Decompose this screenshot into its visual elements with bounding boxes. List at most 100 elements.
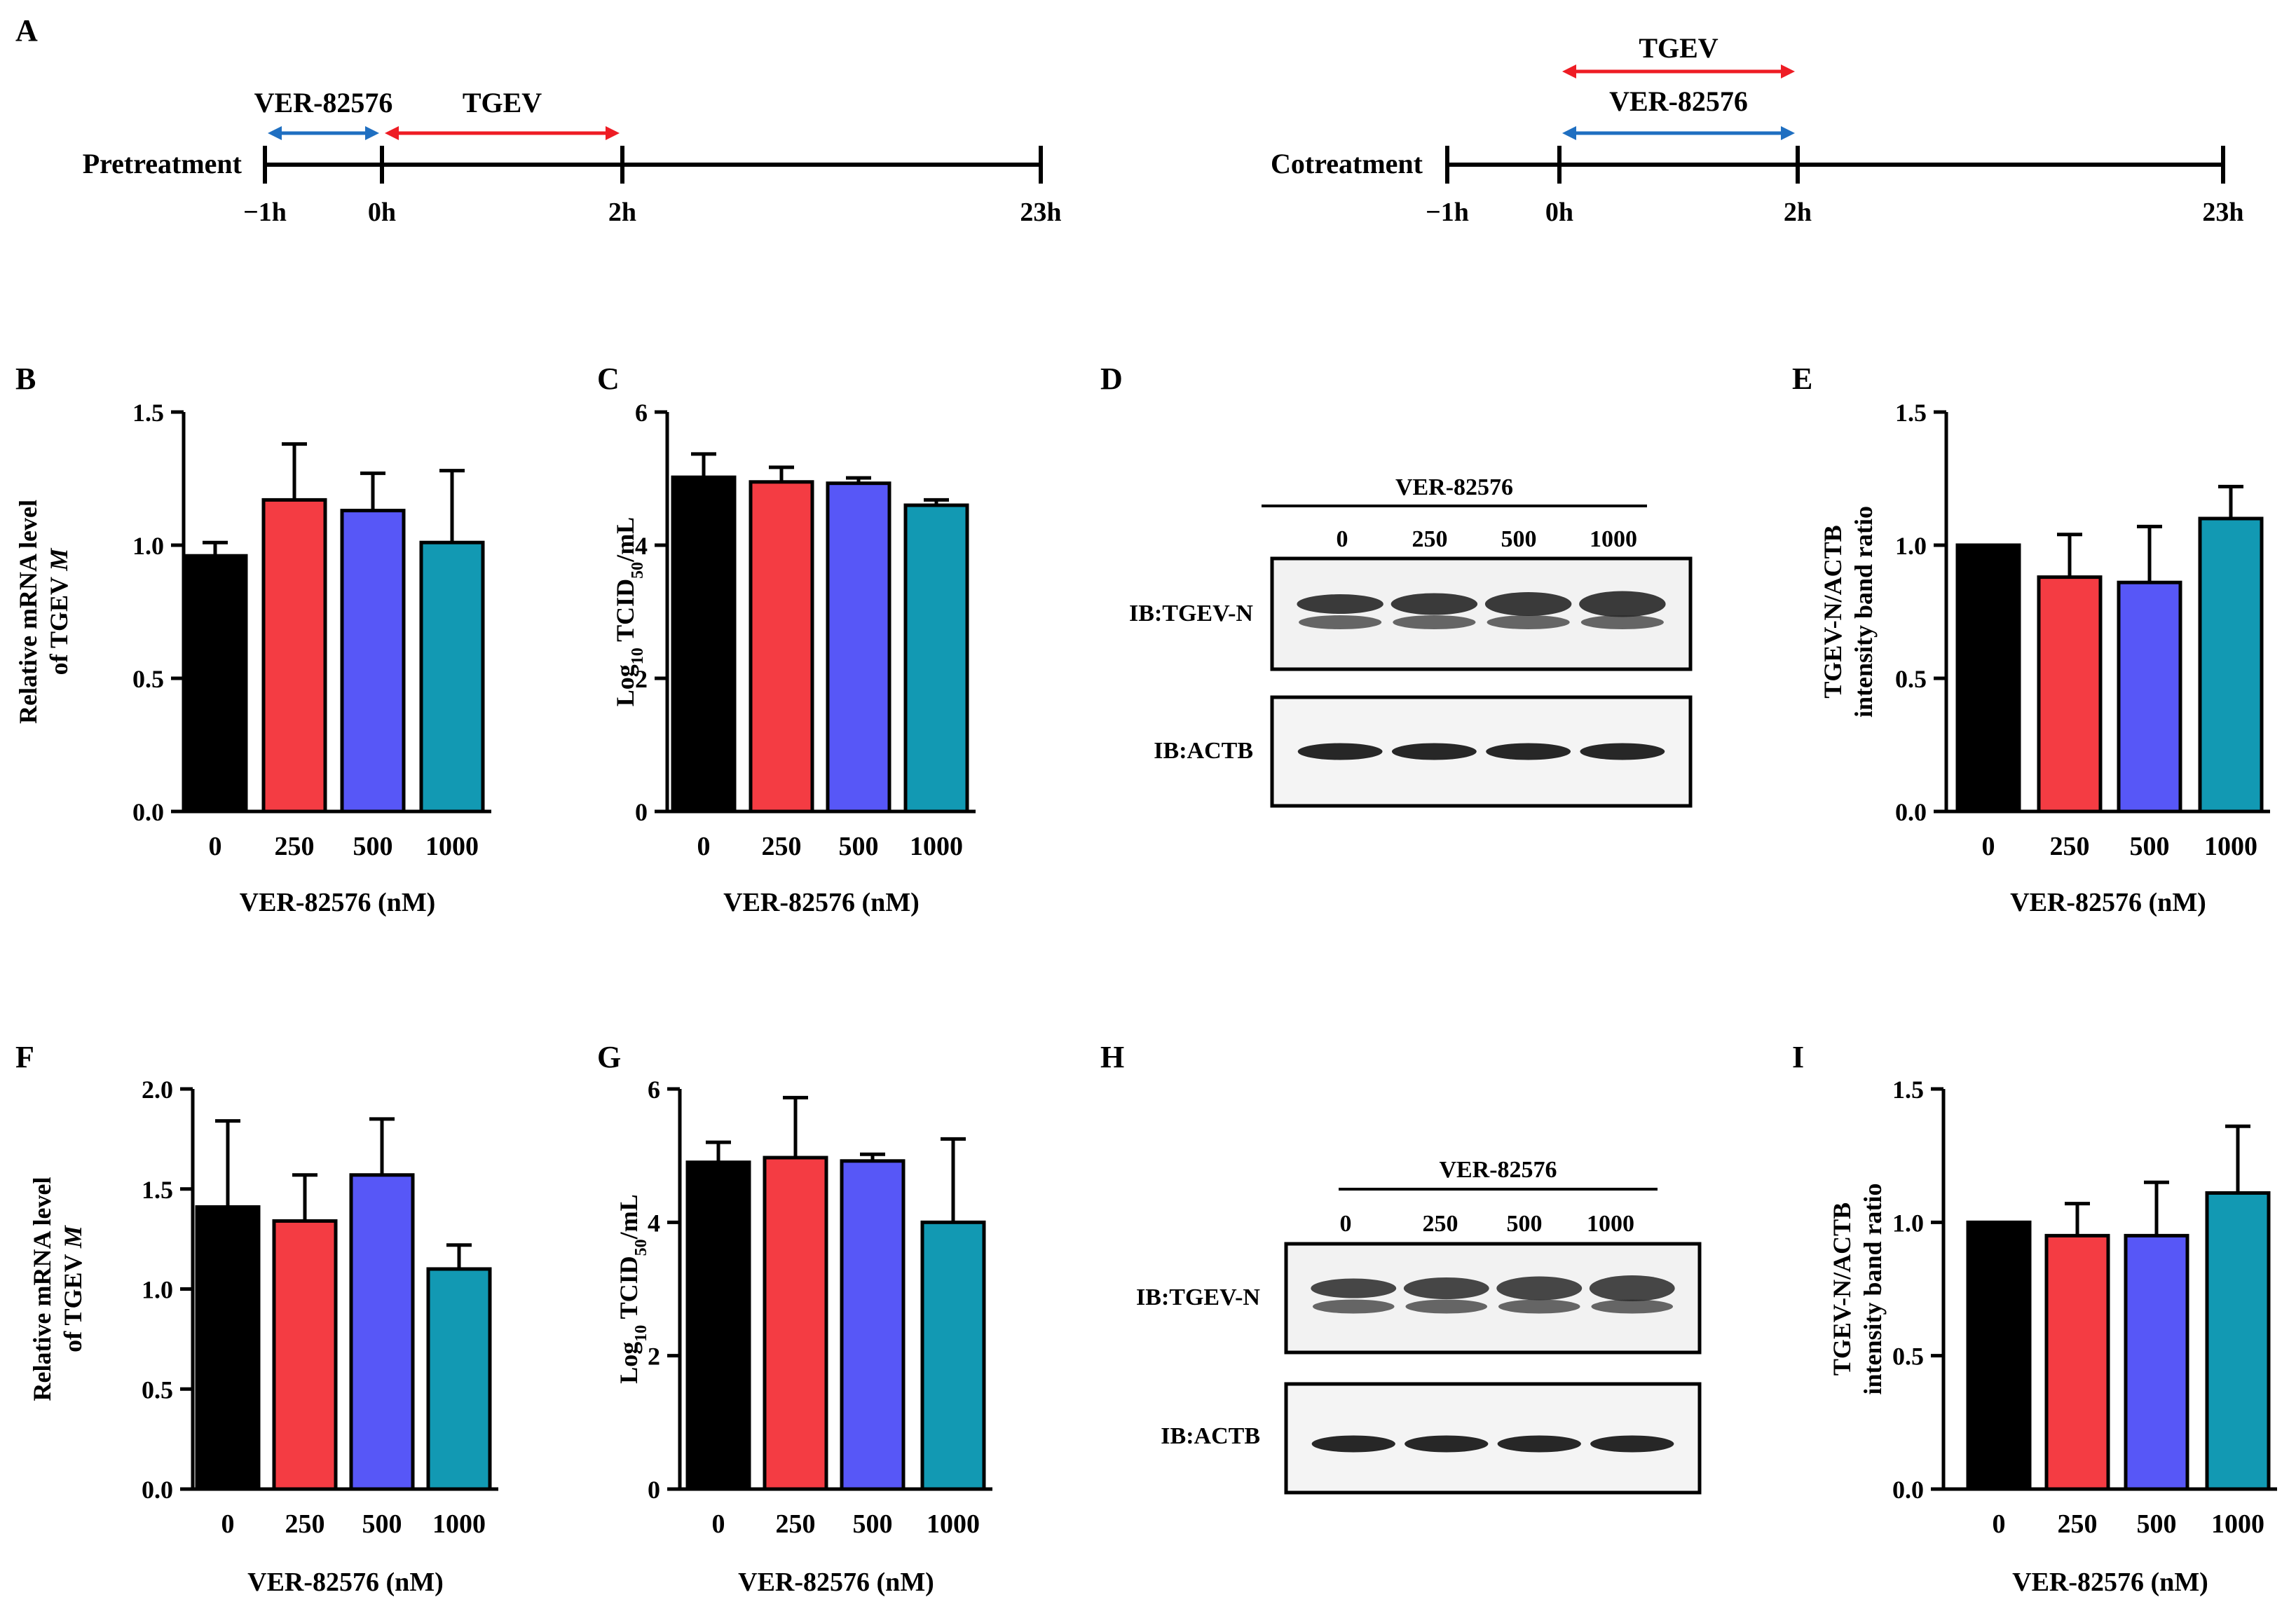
x-tick-label: 250 (275, 832, 315, 861)
y-tick-label: 0.5 (142, 1376, 173, 1404)
x-axis-label: VER-82576 (nM) (240, 888, 436, 917)
x-axis-label: VER-82576 (nM) (738, 1568, 934, 1597)
y-tick-label: 1.5 (132, 399, 164, 427)
band-tgev-n-upper (1297, 594, 1383, 614)
y-tick-label: 2 (648, 1343, 660, 1371)
x-axis-label: VER-82576 (nM) (247, 1568, 444, 1597)
y-tick-label: 0.5 (1892, 1343, 1924, 1371)
bar-250 (261, 498, 327, 814)
y-axis-label: TGEV-N/ACTB intensity band ratio (1819, 506, 1878, 718)
y-axis-label-line1: Relative mRNA level (14, 500, 42, 724)
panel-label-d: D (1100, 362, 1123, 396)
y-axis-label-line2: of TGEV M (45, 547, 73, 676)
x-tick-label: 0 (1982, 832, 1995, 861)
y-tick-label: 1.0 (1895, 532, 1927, 560)
x-tick-label: 0 (712, 1509, 725, 1539)
band-tgev-n-lower (1405, 1299, 1488, 1314)
bar-500 (349, 1173, 415, 1491)
bar-0 (685, 1160, 751, 1491)
arrow-tgev-head-right (606, 126, 620, 140)
x-tick-label: 1000 (425, 832, 479, 861)
y-tick-label: 1.0 (142, 1276, 173, 1304)
y-axis-label: Log10 TCID50/mL (611, 517, 647, 706)
timeline-tick-label: 2h (608, 198, 636, 227)
bar-0 (182, 554, 248, 814)
bar-1000 (426, 1267, 492, 1491)
timeline-label: Cotreatment (1271, 148, 1423, 179)
band-tgev-n-lower (1312, 1299, 1395, 1314)
y-tick-label: 2.0 (142, 1076, 173, 1104)
y-axis-label-line2: of TGEV M (59, 1224, 87, 1352)
bar-250 (749, 480, 814, 814)
x-tick-label: 0 (1993, 1509, 2006, 1539)
timeline-label: Pretreatment (83, 148, 242, 179)
x-axis-label: VER-82576 (nM) (2012, 1568, 2208, 1597)
y-axis-label-line1: TGEV-N/ACTB (1819, 525, 1847, 698)
x-tick-label: 250 (2050, 832, 2090, 861)
blot-lane-label: 250 (1423, 1211, 1458, 1237)
band-actb (1497, 1435, 1581, 1453)
timeline-tick-label: −1h (1426, 198, 1469, 227)
blot-lane-label: 1000 (1587, 1211, 1634, 1237)
blot-lane-label: 0 (1337, 526, 1348, 552)
y-tick-label: 6 (648, 1076, 660, 1104)
panel-label-a: A (15, 13, 38, 48)
band-actb (1580, 743, 1665, 760)
bar-250 (272, 1219, 338, 1491)
x-tick-label: 0 (697, 832, 711, 861)
bar-500 (2124, 1233, 2189, 1491)
band-actb (1297, 743, 1383, 760)
y-tick-label: 4 (648, 1209, 660, 1237)
timeline-tick-label: 23h (1020, 198, 1061, 227)
blot-lane-label: 250 (1412, 526, 1448, 552)
band-actb (1311, 1435, 1395, 1453)
bar-250 (763, 1156, 828, 1491)
arrow-ver-82576-head-left (268, 126, 282, 140)
y-axis-label-line2: intensity band ratio (1859, 1183, 1887, 1394)
blot-lane-label: 500 (1501, 526, 1537, 552)
x-tick-label: 1000 (2204, 832, 2257, 861)
y-tick-label: 0.0 (132, 798, 164, 826)
y-tick-label: 0.0 (142, 1476, 173, 1504)
timeline-cotreatment: Cotreatment−1h 0h 2h 23h TGEV VER-82576 (1271, 32, 2244, 227)
x-tick-label: 1000 (432, 1509, 486, 1539)
band-tgev-n-upper (1403, 1277, 1489, 1299)
y-axis-label-text: Log10 TCID50/mL (611, 517, 647, 706)
bar-1000 (2198, 516, 2264, 814)
chart-f: 0 250 500 1000 0.0 0.5 1.0 1.5 2.0 VER-82576 (nM)… (28, 1076, 498, 1597)
y-axis-label: TGEV-N/ACTB intensity band ratio (1828, 1183, 1887, 1394)
bar-250 (2037, 575, 2103, 814)
blot-lane-label: 1000 (1590, 526, 1637, 552)
timeline-tick-label: −1h (243, 198, 287, 227)
band-tgev-n-lower (1393, 615, 1476, 629)
chart-e: 0 250 500 1000 0.0 0.5 1.0 1.5 VER-82576 (nM) TGE… (1819, 399, 2270, 917)
y-axis-label-line2: intensity band ratio (1850, 506, 1878, 718)
y-axis-label-line1: TGEV-N/ACTB (1828, 1202, 1856, 1376)
band-tgev-n-upper (1311, 1278, 1397, 1298)
bar-1000 (920, 1220, 986, 1491)
x-tick-label: 0 (221, 1509, 235, 1539)
timeline-tick-label: 0h (368, 198, 396, 227)
x-tick-label: 1000 (927, 1509, 980, 1539)
y-tick-label: 1.5 (1895, 399, 1927, 427)
bar-0 (195, 1205, 261, 1491)
blot-row-label: IB:TGEV-N (1129, 601, 1253, 626)
arrow-label-ver-82576: VER-82576 (1609, 85, 1748, 117)
bar-0 (1966, 1220, 2032, 1491)
x-tick-label: 500 (853, 1509, 893, 1539)
bar-500 (840, 1159, 906, 1491)
blot-row-label: IB:ACTB (1154, 738, 1253, 764)
arrow-ver-82576-head-right (1781, 126, 1795, 140)
y-tick-label: 4 (635, 532, 648, 560)
y-tick-label: 1.5 (1892, 1076, 1924, 1104)
bar-1000 (2205, 1191, 2271, 1491)
panel-label-e: E (1792, 362, 1812, 396)
band-tgev-n-upper (1496, 1276, 1583, 1301)
arrow-tgev (385, 126, 620, 140)
band-actb (1590, 1435, 1674, 1453)
bar-0 (1955, 543, 2021, 814)
arrow-tgev-head-left (1562, 64, 1576, 78)
y-tick-label: 0.0 (1895, 798, 1927, 826)
bar-500 (340, 509, 406, 814)
y-tick-label: 0.5 (132, 665, 164, 693)
